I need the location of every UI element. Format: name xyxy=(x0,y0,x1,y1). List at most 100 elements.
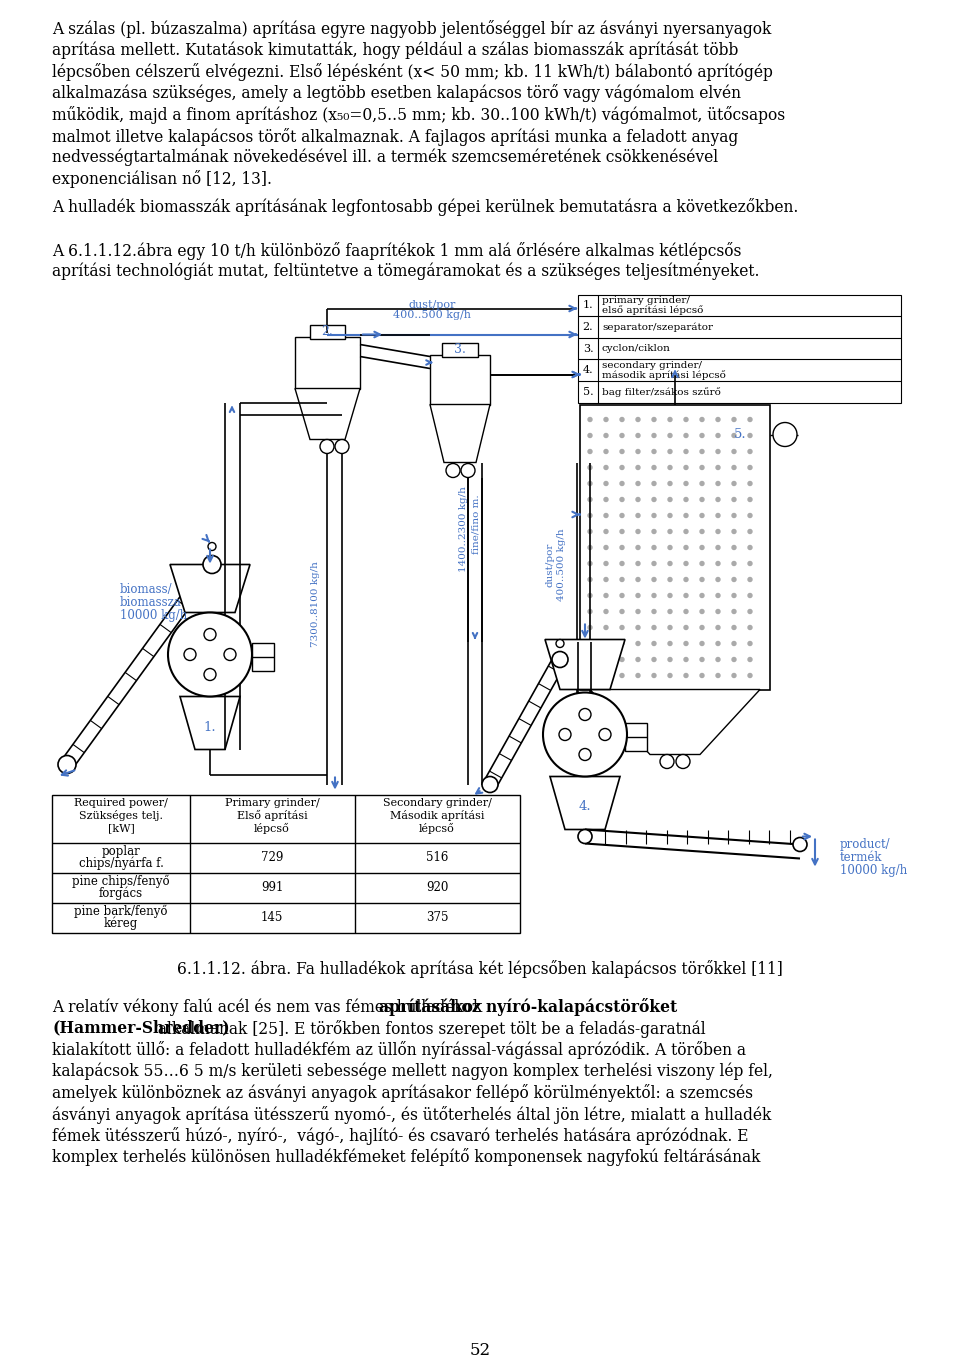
Text: 375: 375 xyxy=(425,911,448,923)
Circle shape xyxy=(684,562,688,566)
Circle shape xyxy=(652,481,656,486)
Text: Required power/: Required power/ xyxy=(74,798,168,807)
Circle shape xyxy=(748,546,752,550)
Circle shape xyxy=(636,593,640,597)
Circle shape xyxy=(620,513,624,517)
Circle shape xyxy=(636,546,640,550)
Circle shape xyxy=(620,626,624,630)
Circle shape xyxy=(732,434,736,438)
Circle shape xyxy=(700,498,704,502)
Circle shape xyxy=(684,481,688,486)
Circle shape xyxy=(335,439,349,453)
Text: A szálas (pl. búzaszalma) aprítása egyre nagyobb jelentőséggel bír az ásványi ny: A szálas (pl. búzaszalma) aprítása egyre… xyxy=(52,20,772,38)
Circle shape xyxy=(732,513,736,517)
Circle shape xyxy=(224,648,236,660)
Circle shape xyxy=(716,450,720,453)
Circle shape xyxy=(668,593,672,597)
Text: kialakított üllő: a feladott hulladékfém az üllőn nyírással-vágással aprózódik. : kialakított üllő: a feladott hulladékfém… xyxy=(52,1041,746,1058)
Circle shape xyxy=(652,610,656,614)
Circle shape xyxy=(700,657,704,662)
Circle shape xyxy=(684,657,688,662)
Text: product/: product/ xyxy=(840,837,891,851)
Circle shape xyxy=(482,776,498,792)
Text: második aprítási lépcső: második aprítási lépcső xyxy=(602,370,726,381)
Circle shape xyxy=(716,417,720,421)
Circle shape xyxy=(620,546,624,550)
Circle shape xyxy=(636,641,640,645)
Circle shape xyxy=(620,657,624,662)
Circle shape xyxy=(732,657,736,662)
Circle shape xyxy=(748,481,752,486)
Bar xyxy=(578,295,901,402)
Circle shape xyxy=(184,648,196,660)
Bar xyxy=(295,337,360,389)
Circle shape xyxy=(620,577,624,581)
Text: 3.: 3. xyxy=(454,342,466,356)
Circle shape xyxy=(588,450,592,453)
Text: pine bark/fenyő: pine bark/fenyő xyxy=(74,904,168,918)
Circle shape xyxy=(652,498,656,502)
Circle shape xyxy=(604,434,608,438)
Circle shape xyxy=(636,434,640,438)
Circle shape xyxy=(700,577,704,581)
Circle shape xyxy=(604,513,608,517)
Circle shape xyxy=(604,546,608,550)
Circle shape xyxy=(668,465,672,469)
Circle shape xyxy=(604,417,608,421)
Circle shape xyxy=(716,529,720,533)
Circle shape xyxy=(668,641,672,645)
Circle shape xyxy=(684,513,688,517)
Circle shape xyxy=(636,513,640,517)
Circle shape xyxy=(684,529,688,533)
Circle shape xyxy=(748,577,752,581)
Circle shape xyxy=(636,626,640,630)
Circle shape xyxy=(748,626,752,630)
Text: cyclon/ciklon: cyclon/ciklon xyxy=(602,344,671,353)
Circle shape xyxy=(588,546,592,550)
Text: lépcsőben célszerű elvégezni. Első lépésként (x< 50 mm; kb. 11 kWh/t) bálabontó : lépcsőben célszerű elvégezni. Első lépés… xyxy=(52,63,773,80)
Circle shape xyxy=(588,481,592,486)
Circle shape xyxy=(636,577,640,581)
Circle shape xyxy=(700,641,704,645)
Circle shape xyxy=(732,529,736,533)
Circle shape xyxy=(700,562,704,566)
Circle shape xyxy=(700,434,704,438)
Circle shape xyxy=(716,434,720,438)
Bar xyxy=(310,325,345,338)
Circle shape xyxy=(700,481,704,486)
Text: fémek ütésszerű húzó-, nyíró-,  vágó-, hajlító- és csavaró terhelés hatására apr: fémek ütésszerű húzó-, nyíró-, vágó-, ha… xyxy=(52,1127,749,1144)
Text: poplar: poplar xyxy=(102,846,140,858)
Text: A relatív vékony falú acél és nem vas fémes hulladékok: A relatív vékony falú acél és nem vas fé… xyxy=(52,998,488,1016)
Circle shape xyxy=(620,529,624,533)
Circle shape xyxy=(748,450,752,453)
Polygon shape xyxy=(590,689,760,754)
Circle shape xyxy=(700,593,704,597)
Circle shape xyxy=(588,626,592,630)
Circle shape xyxy=(716,610,720,614)
Text: biomassza: biomassza xyxy=(120,596,181,608)
Circle shape xyxy=(578,829,592,843)
Circle shape xyxy=(668,417,672,421)
Circle shape xyxy=(748,417,752,421)
Circle shape xyxy=(793,837,807,851)
Circle shape xyxy=(620,641,624,645)
Circle shape xyxy=(652,657,656,662)
Circle shape xyxy=(716,465,720,469)
Circle shape xyxy=(732,481,736,486)
Text: 145: 145 xyxy=(261,911,283,923)
Text: első aprítási lépcső: első aprítási lépcső xyxy=(602,306,704,315)
Text: Secondary grinder/: Secondary grinder/ xyxy=(383,798,492,807)
Circle shape xyxy=(748,674,752,678)
Text: [kW]: [kW] xyxy=(108,824,134,833)
Bar xyxy=(442,342,478,356)
Polygon shape xyxy=(545,640,625,689)
Text: secondary grinder/: secondary grinder/ xyxy=(602,360,702,370)
Circle shape xyxy=(716,626,720,630)
Circle shape xyxy=(579,749,591,761)
Circle shape xyxy=(543,693,627,776)
Circle shape xyxy=(652,465,656,469)
Bar xyxy=(430,355,490,405)
Circle shape xyxy=(700,529,704,533)
Text: nedvességtartalmának növekedésével ill. a termék szemcseméretének csökkenésével: nedvességtartalmának növekedésével ill. … xyxy=(52,149,718,166)
Circle shape xyxy=(620,465,624,469)
